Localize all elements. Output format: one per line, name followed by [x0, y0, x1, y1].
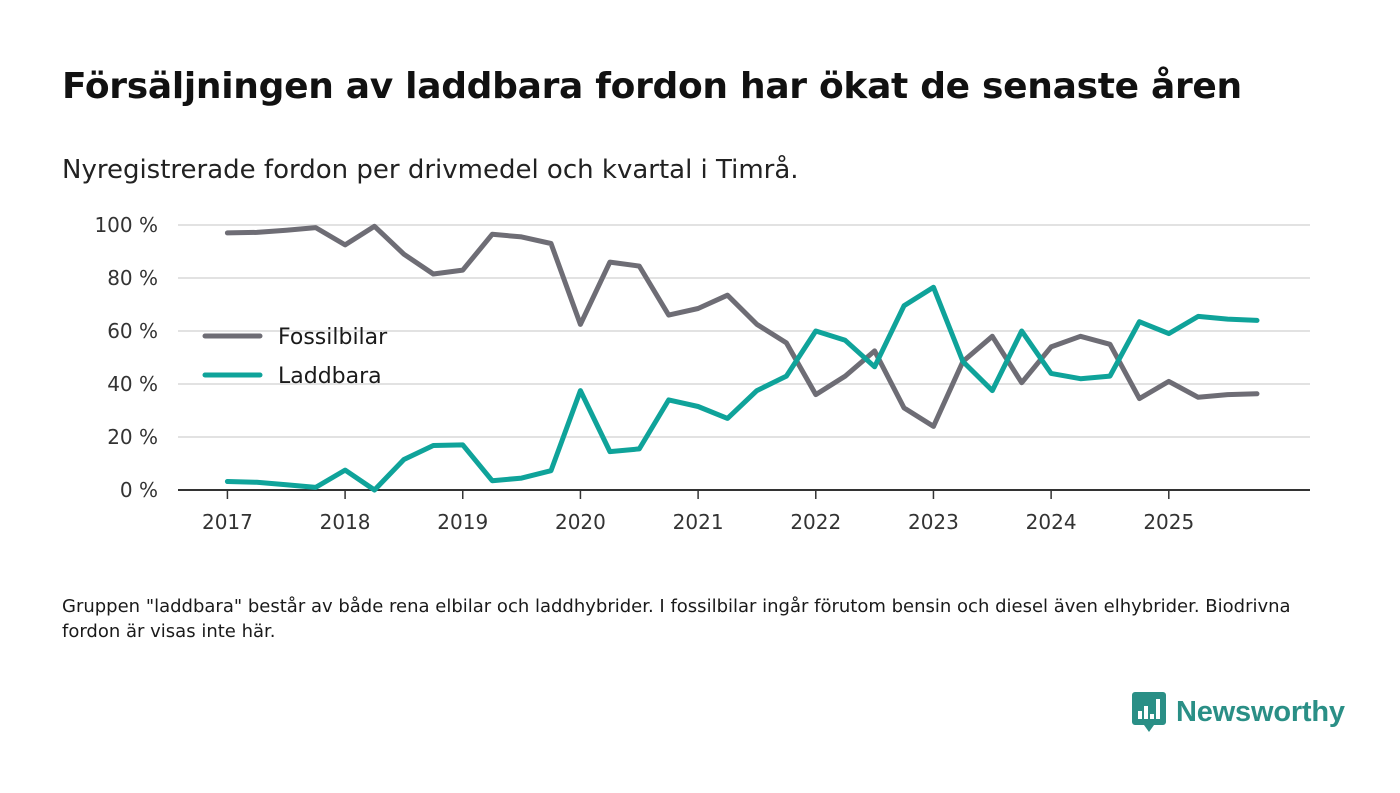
y-tick-label: 60 %	[107, 319, 158, 343]
x-tick-label: 2024	[1026, 510, 1077, 534]
legend-label-laddbara: Laddbara	[278, 364, 382, 389]
x-tick-label: 2020	[555, 510, 606, 534]
gridlines	[178, 224, 1310, 438]
x-tick-label: 2019	[437, 510, 488, 534]
x-tick-label: 2023	[908, 510, 959, 534]
x-tick-label: 2018	[320, 510, 371, 534]
line-chart: 0 % 20 % 40 % 60 % 80 % 100 % 2017 2018 2019 2020…	[94, 213, 1310, 534]
legend-label-fossilbilar: Fossilbilar	[278, 325, 388, 350]
x-tick-label: 2021	[673, 510, 724, 534]
y-tick-label: 100 %	[94, 213, 158, 237]
brand-name: Newsworthy	[1176, 695, 1345, 728]
y-tick-label: 80 %	[107, 266, 158, 290]
x-tick-label: 2022	[790, 510, 841, 534]
legend: Fossilbilar Laddbara	[202, 325, 388, 389]
y-tick-label: 40 %	[107, 372, 158, 396]
x-tick-label: 2017	[202, 510, 253, 534]
x-tick-label: 2025	[1143, 510, 1194, 534]
axes: 0 % 20 % 40 % 60 % 80 % 100 % 2017 2018 2019 2020…	[94, 213, 1310, 534]
newsworthy-logo[interactable]: Newsworthy	[1132, 690, 1345, 734]
newsworthy-logo-icon	[1132, 692, 1166, 732]
chart-subtitle: Nyregistrerade fordon per drivmedel och …	[62, 155, 799, 185]
series-line-laddbara	[224, 284, 1260, 493]
series-line-fossilbilar	[224, 223, 1260, 429]
y-tick-label: 20 %	[107, 425, 158, 449]
footnote: Gruppen "laddbara" består av både rena e…	[62, 596, 1291, 642]
series-lines	[224, 223, 1260, 493]
y-tick-label: 0 %	[120, 478, 158, 502]
chart-title: Försäljningen av laddbara fordon har öka…	[62, 66, 1242, 107]
